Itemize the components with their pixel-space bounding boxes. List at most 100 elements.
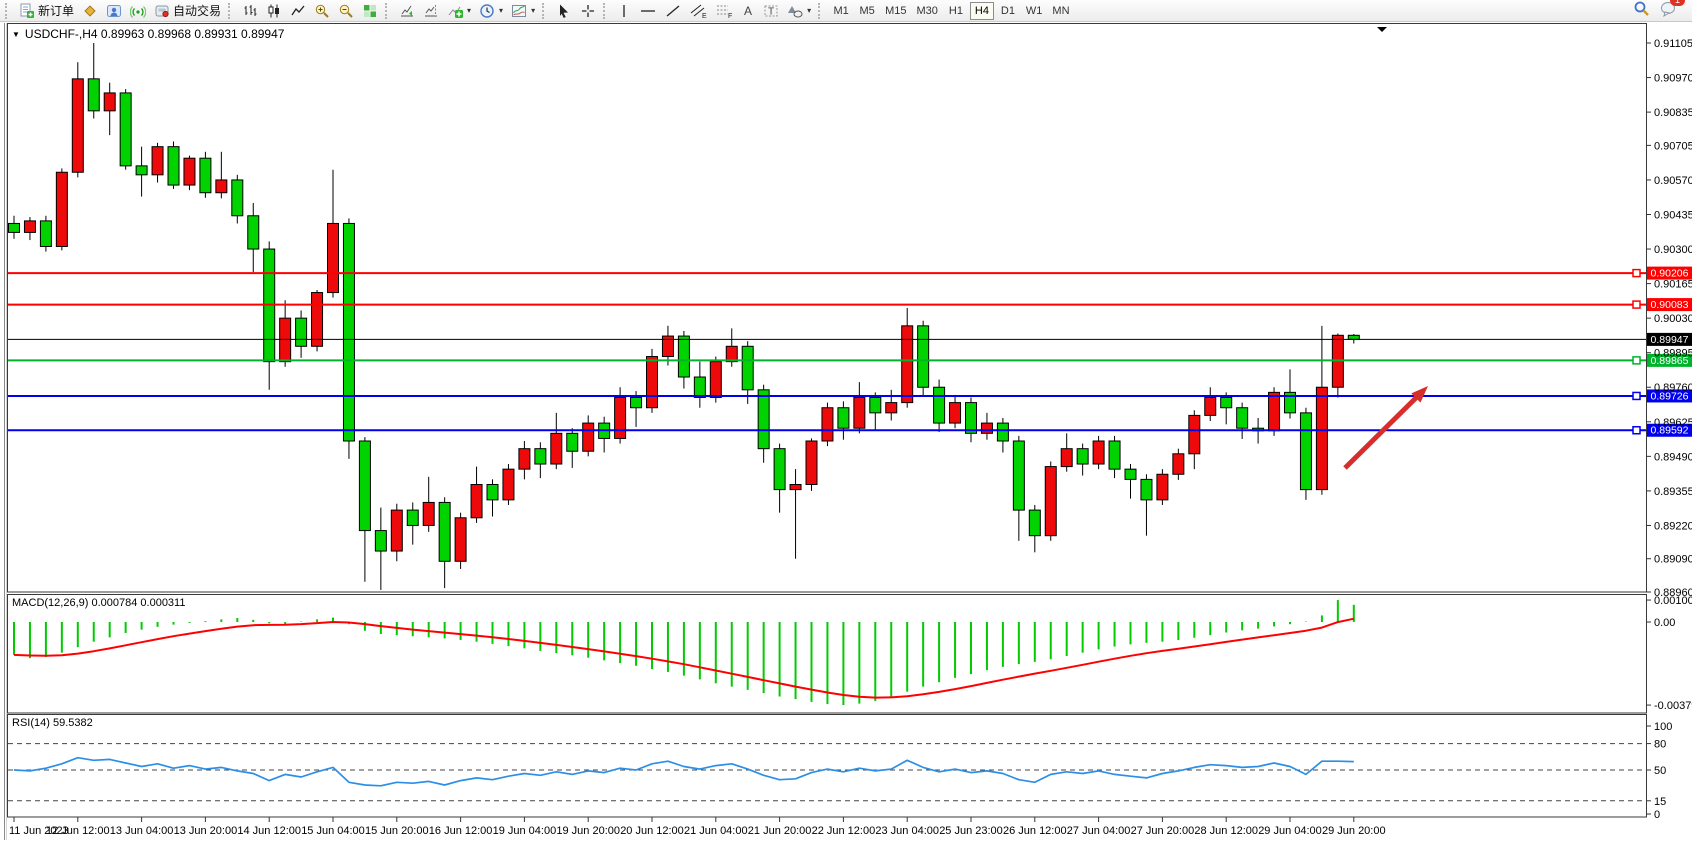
price-axis-label: 0.89490	[1654, 451, 1692, 463]
community-icon	[106, 3, 122, 19]
indicators-button[interactable]: ▾	[443, 1, 475, 21]
shapes-button[interactable]: ▾	[783, 1, 815, 21]
level-anchor[interactable]	[1632, 300, 1641, 309]
time-axis-label: 19 Jun 04:00	[493, 825, 557, 837]
symbol-dropdown-arrow[interactable]: ▼	[12, 30, 20, 39]
toolbar-grip	[818, 2, 825, 19]
zoom-out-button[interactable]	[334, 1, 358, 21]
candle-up	[151, 146, 164, 176]
templates-button[interactable]: ▾	[507, 1, 539, 21]
candle-down	[295, 317, 308, 347]
price-axis-label: 0.90970	[1654, 73, 1692, 85]
text-button[interactable]: A	[737, 1, 759, 21]
candle-up	[1044, 466, 1057, 537]
time-axis-label: 14 Jun 12:00	[237, 825, 301, 837]
candle-down	[135, 165, 148, 176]
signals-button[interactable]	[126, 1, 150, 21]
horizontal-line-button[interactable]	[635, 1, 661, 21]
candle-down	[406, 509, 419, 526]
periods-button[interactable]: ▾	[475, 1, 507, 21]
rsi-axis-label: 80	[1654, 739, 1666, 751]
timeframe-h4-button[interactable]: H4	[969, 1, 994, 20]
timeframe-m15-button[interactable]: M15	[881, 2, 910, 20]
timeframe-m5-button[interactable]: M5	[855, 2, 879, 20]
time-axis-label: 25 Jun 23:00	[939, 825, 1003, 837]
timeframe-toolbar: M1 M5 M15 M30 H1 H4 D1 W1 MN	[828, 1, 1074, 20]
autotrading-button[interactable]: 自动交易	[150, 1, 225, 21]
time-axis-label: 11 Jun 2023	[9, 825, 69, 837]
candle-up	[327, 222, 339, 294]
level-anchor[interactable]	[1632, 356, 1641, 365]
candle-down	[965, 402, 977, 434]
price-axis-label: 0.89895	[1654, 348, 1692, 360]
candle-down	[486, 484, 499, 501]
tile-windows-button[interactable]	[358, 1, 382, 21]
community-button[interactable]	[102, 1, 126, 21]
price-axis-label: 0.90705	[1654, 140, 1692, 152]
timeframe-w1-button[interactable]: W1	[1022, 2, 1047, 20]
candle-down	[773, 448, 786, 491]
crosshair-button[interactable]	[576, 1, 600, 21]
annotation-arrow-line[interactable]	[1343, 393, 1421, 470]
chart-collapse-arrow[interactable]	[1377, 27, 1387, 32]
timeframe-m1-button[interactable]: M1	[829, 2, 853, 20]
timeframe-d1-button[interactable]: D1	[996, 2, 1020, 20]
candle-up	[183, 157, 196, 186]
autotrading-icon	[154, 3, 170, 19]
candle-up	[805, 440, 818, 486]
candle-down	[1284, 391, 1296, 414]
price-tag-text: 0.89726	[1651, 390, 1689, 402]
cursor-button[interactable]	[552, 1, 576, 21]
bar-chart-button[interactable]	[238, 1, 262, 21]
level-anchor[interactable]	[1632, 391, 1641, 401]
candle-down	[534, 448, 547, 465]
svg-text:F: F	[728, 13, 732, 19]
chart-shift-button[interactable]	[419, 1, 443, 21]
fibonacci-button[interactable]: F	[711, 1, 737, 21]
search-icon[interactable]	[1633, 0, 1650, 22]
level-anchor[interactable]	[1632, 425, 1641, 435]
candle-down	[1347, 334, 1360, 340]
price-axis-label: 0.89625	[1654, 417, 1692, 429]
new-order-button[interactable]: 新订单	[15, 1, 78, 21]
timeframe-mn-button[interactable]: MN	[1048, 2, 1073, 20]
timeframe-m30-button[interactable]: M30	[913, 2, 942, 20]
price-tag-text: 0.90206	[1651, 268, 1689, 280]
time-axis-label: 29 Jun 04:00	[1258, 825, 1322, 837]
candle-up	[103, 92, 116, 112]
vertical-line-button[interactable]	[613, 1, 635, 21]
candle-up	[1315, 386, 1328, 491]
price-axis-label: 0.90835	[1654, 107, 1692, 119]
trendline-button[interactable]	[661, 1, 685, 21]
price-tag	[1647, 423, 1692, 437]
candle-down	[1220, 396, 1233, 409]
price-axis-label: 0.91105	[1654, 38, 1692, 50]
chart-wizard-button[interactable]	[78, 1, 102, 21]
candle-down	[119, 92, 132, 167]
candle-up	[1172, 453, 1185, 475]
candle-down	[630, 396, 643, 409]
time-axis-label: 15 Jun 20:00	[365, 825, 429, 837]
auto-scroll-button[interactable]	[395, 1, 419, 21]
notification-badge: 1	[1670, 0, 1685, 6]
price-axis-label: 0.90165	[1654, 279, 1692, 291]
annotation-arrow-head[interactable]	[1411, 386, 1428, 403]
candlestick-button[interactable]	[262, 1, 286, 21]
candle-down	[1124, 468, 1137, 480]
candle-up	[1188, 414, 1201, 455]
zoom-in-button[interactable]	[310, 1, 334, 21]
rsi-axis-label: 0	[1654, 809, 1660, 821]
line-chart-button[interactable]	[286, 1, 310, 21]
candle-up	[885, 402, 898, 414]
time-axis-label: 22 Jun 12:00	[812, 825, 876, 837]
candle-up	[422, 501, 435, 526]
candle-down	[917, 325, 930, 388]
text-label-button[interactable]: T	[759, 1, 783, 21]
level-anchor[interactable]	[1632, 268, 1641, 278]
timeframe-h1-button[interactable]: H1	[944, 2, 968, 20]
time-axis-label: 20 Jun 12:00	[620, 825, 684, 837]
autotrading-label: 自动交易	[173, 4, 222, 18]
equidistant-channel-button[interactable]: E	[685, 1, 711, 21]
notifications-icon[interactable]: 1	[1660, 0, 1685, 22]
candle-up	[71, 78, 84, 173]
